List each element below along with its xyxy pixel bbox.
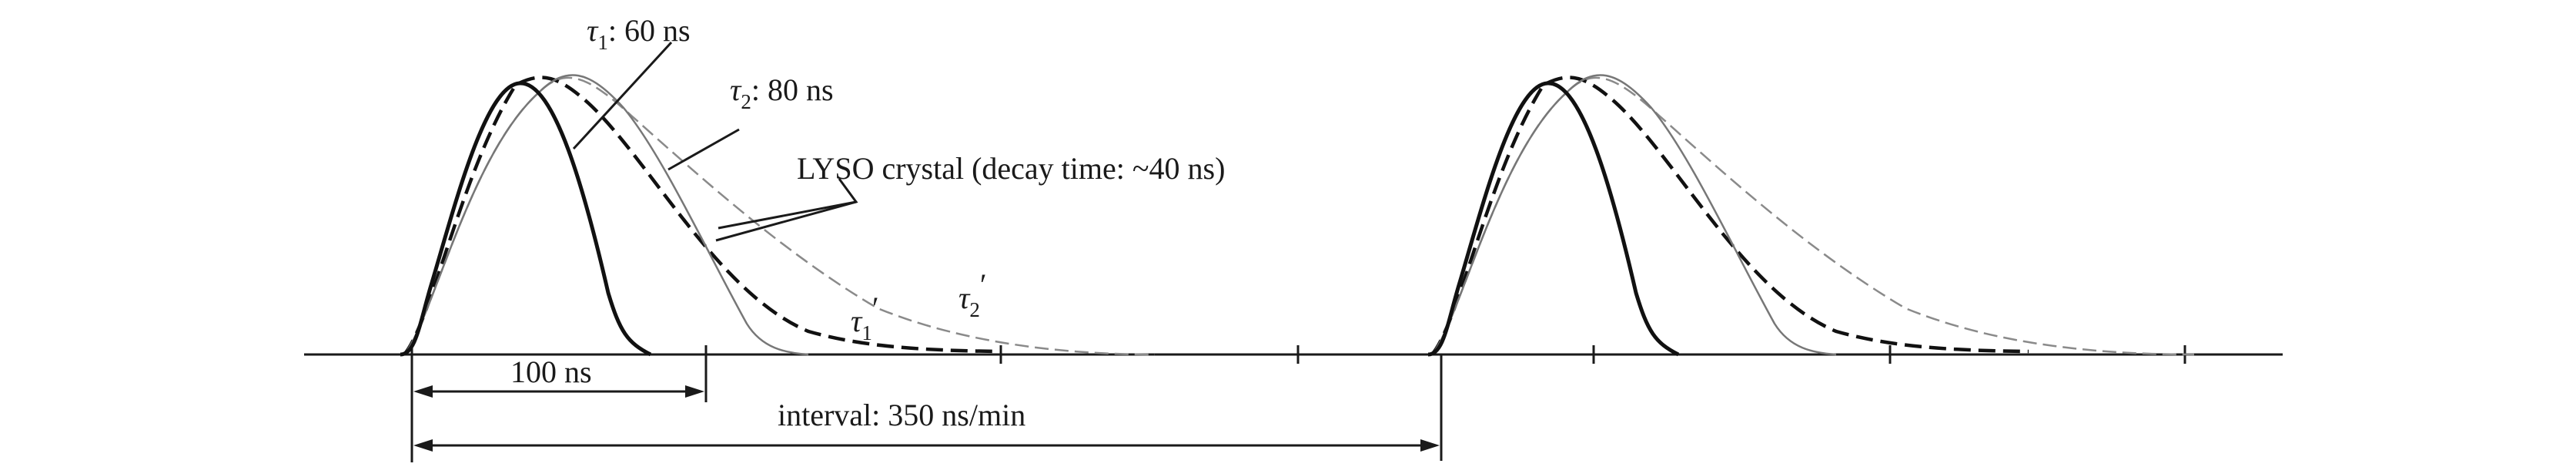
tau2-prime-subscript: 2 xyxy=(969,298,980,321)
tau2-label: τ2: 80 ns xyxy=(730,72,834,113)
tau1-symbol: τ xyxy=(587,13,599,48)
tau1-leader-line xyxy=(572,41,673,150)
span-100ns-label: 100 ns xyxy=(510,354,592,389)
tau1-pulse xyxy=(1431,74,1837,356)
lyso-leader-line xyxy=(715,178,858,242)
tau1-shaped-pulse xyxy=(1430,76,2029,356)
tau1-shaped-pulse xyxy=(403,76,1002,356)
lyso-crystal-label: LYSO crystal (decay time: ~40 ns) xyxy=(797,151,1225,186)
arrow-right-head xyxy=(685,385,704,398)
tau2-shaped-pulse xyxy=(403,76,1156,356)
dimension-100ns: 100 ns xyxy=(410,354,708,462)
arrow-right-head xyxy=(1420,439,1440,452)
pulse-group-2 xyxy=(1427,74,2195,357)
tau1-pulse xyxy=(403,74,809,356)
tau1-prime-label: τ1′ xyxy=(851,291,879,344)
tau1-subscript: 1 xyxy=(597,31,608,54)
tau2-value: : 80 ns xyxy=(751,72,834,107)
lyso-leader-line-branch xyxy=(718,200,857,230)
tau2-subscript: 2 xyxy=(741,90,751,113)
tau1-prime-subscript: 1 xyxy=(861,321,872,344)
tau1-prime-symbol: τ xyxy=(851,304,863,338)
tau1-prime-mark: ′ xyxy=(872,291,879,325)
tau1-value: : 60 ns xyxy=(608,13,691,48)
leader-lines xyxy=(572,41,858,242)
tau2-prime-label: τ2′ xyxy=(958,267,987,321)
tau1-label: τ1: 60 ns xyxy=(587,13,691,54)
arrow-left-head xyxy=(413,439,433,452)
tau2-shaped-pulse xyxy=(1431,76,2195,356)
arrow-left-head xyxy=(413,385,433,398)
tau2-symbol: τ xyxy=(730,72,742,107)
pulse-group-1 xyxy=(400,74,1156,357)
lyso-crystal-pulse xyxy=(1427,81,1680,357)
interval-label: interval: 350 ns/min xyxy=(778,398,1025,432)
lyso-crystal-pulse xyxy=(400,81,652,357)
dimension-interval: interval: 350 ns/min xyxy=(413,354,1443,461)
tau2-leader-line xyxy=(667,128,740,171)
tau2-prime-mark: ′ xyxy=(980,267,987,302)
tau2-prime-symbol: τ xyxy=(958,281,971,315)
